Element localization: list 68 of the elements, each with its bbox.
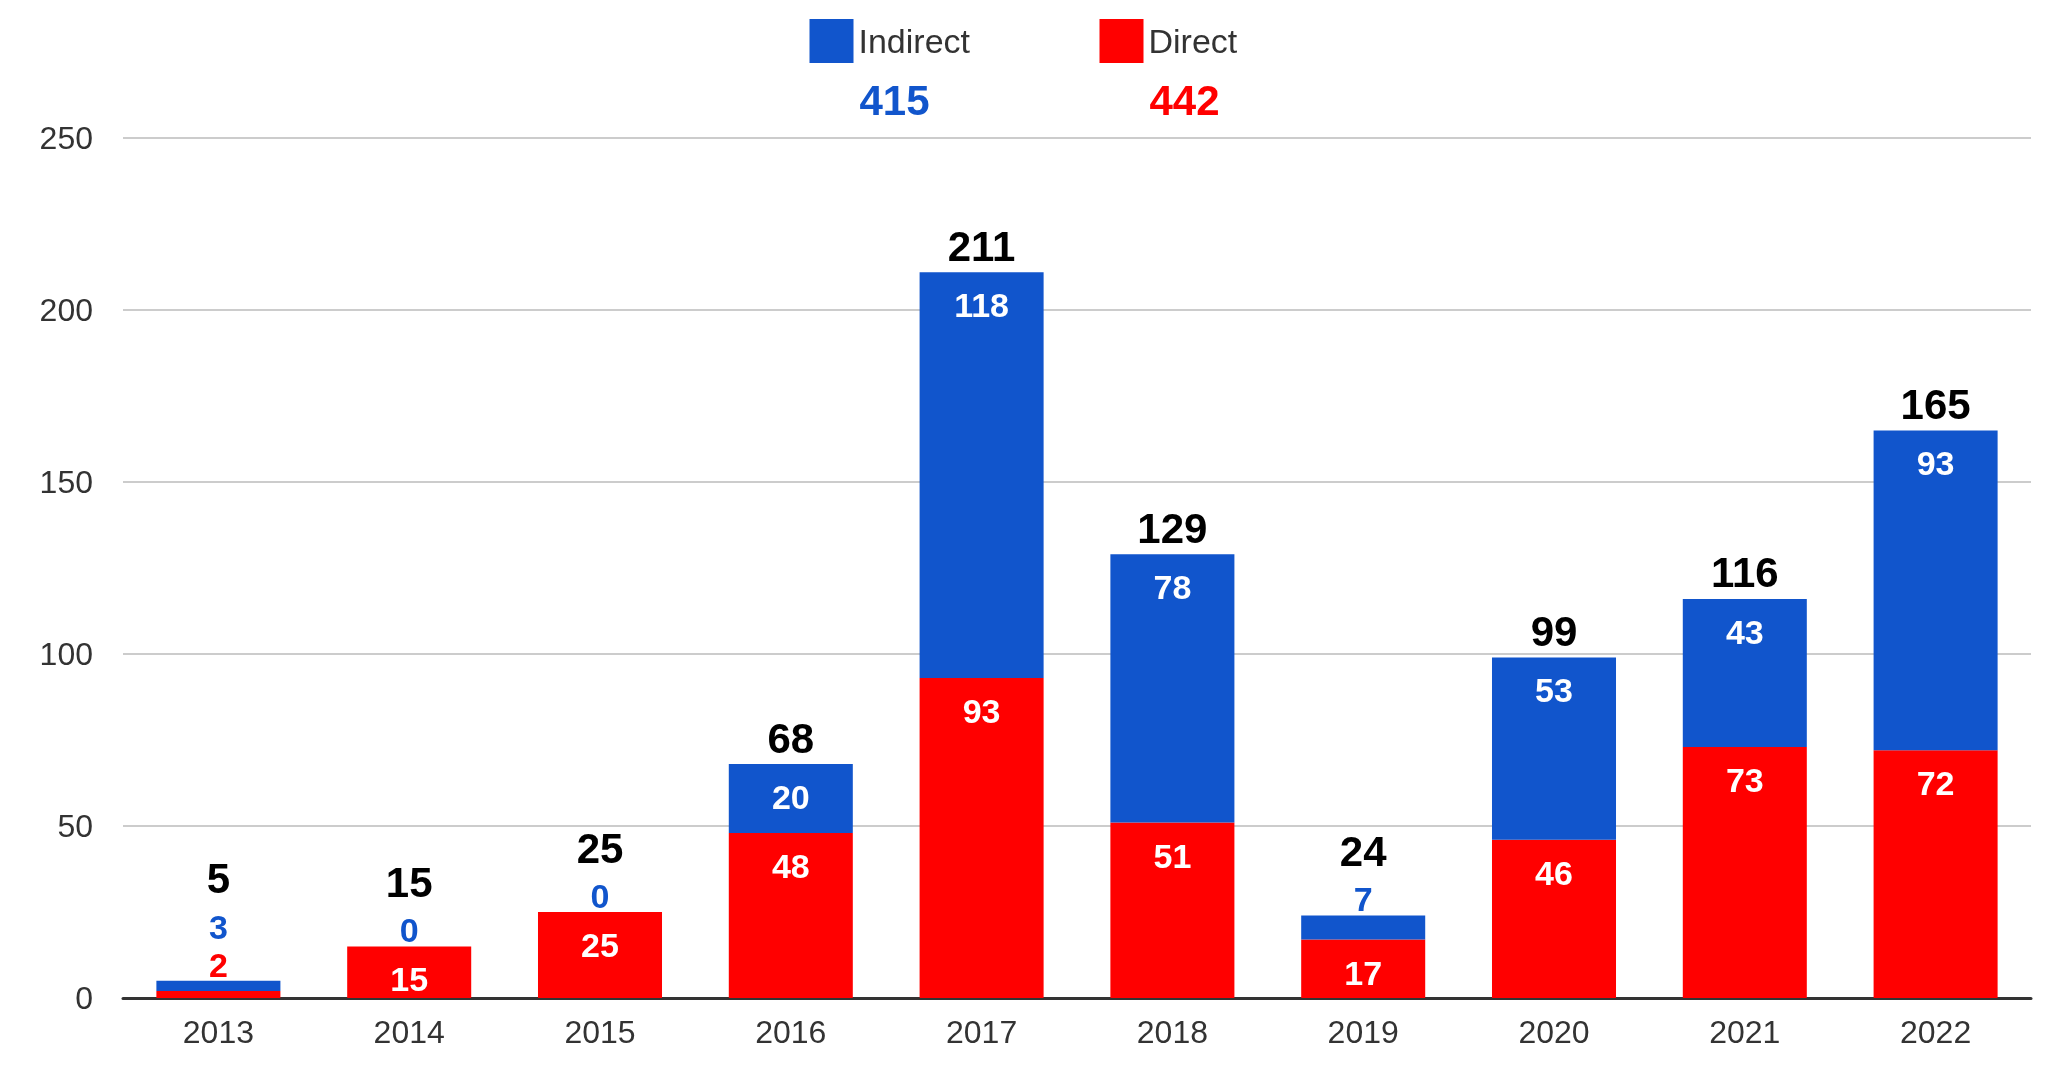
- data-label: 3: [208, 907, 228, 946]
- bar: [1110, 822, 1235, 998]
- x-tick-label: 2015: [564, 1014, 636, 1050]
- data-label: 93: [962, 692, 1001, 731]
- bar: [919, 272, 1044, 679]
- bar: [1682, 598, 1807, 747]
- data-label: 51: [1153, 836, 1192, 875]
- data-label: 93: [1916, 444, 1955, 483]
- data-label: 7: [1353, 880, 1373, 919]
- x-tick-label: 2014: [373, 1014, 445, 1050]
- total-label: 99: [1530, 607, 1578, 655]
- x-tick-label: 2016: [755, 1014, 827, 1050]
- bar: [1873, 430, 1998, 751]
- data-label: 43: [1725, 612, 1764, 651]
- y-tick-label: 250: [39, 120, 93, 156]
- data-label: 78: [1153, 568, 1192, 607]
- x-tick-label: 2017: [946, 1014, 1018, 1050]
- x-tick-label: 2013: [182, 1014, 254, 1050]
- x-tick-label: 2018: [1136, 1014, 1208, 1050]
- bar: [1491, 839, 1617, 998]
- data-label: 2: [208, 945, 228, 984]
- y-tick-label: 150: [39, 464, 93, 500]
- total-label: 5: [206, 855, 231, 903]
- data-label: 118: [954, 286, 1010, 325]
- bar: [728, 764, 853, 833]
- legend-label: Indirect: [858, 22, 971, 60]
- legend-label: Direct: [1148, 22, 1238, 60]
- bar: [537, 912, 663, 998]
- data-label: 72: [1916, 764, 1955, 803]
- total-label: 25: [576, 824, 624, 872]
- total-label: 68: [767, 714, 815, 762]
- data-label: 15: [390, 960, 429, 999]
- bar: [156, 991, 281, 998]
- data-label: 0: [399, 911, 419, 950]
- total-label: 165: [1900, 380, 1971, 428]
- x-tick-label: 2022: [1900, 1014, 1972, 1050]
- total-label: 15: [385, 858, 433, 906]
- bar: [1301, 915, 1426, 940]
- x-tick-label: 2019: [1327, 1014, 1399, 1050]
- total-label: 129: [1137, 504, 1208, 552]
- x-tick-label: 2021: [1709, 1014, 1781, 1050]
- bar: [156, 980, 281, 992]
- data-label: 20: [771, 778, 810, 817]
- total-label: 211: [947, 222, 1016, 270]
- total-label: 24: [1339, 827, 1388, 875]
- bar: [1110, 554, 1235, 823]
- data-label: 17: [1344, 953, 1383, 992]
- total-label: 116: [1710, 549, 1779, 597]
- data-label: 25: [581, 926, 619, 964]
- data-label: 48: [771, 846, 810, 885]
- y-tick-label: 50: [57, 808, 93, 844]
- bar: [1873, 750, 1998, 998]
- bar: [1301, 939, 1426, 998]
- data-label: 46: [1535, 853, 1573, 892]
- data-label: 0: [590, 877, 610, 915]
- bar: [728, 832, 853, 998]
- y-tick-label: 100: [39, 636, 93, 672]
- text: 415: [859, 76, 930, 124]
- x-tick-label: 2020: [1518, 1014, 1590, 1050]
- y-tick-label: 200: [39, 292, 93, 328]
- data-label: 73: [1725, 760, 1764, 799]
- bar: [1682, 746, 1807, 998]
- data-label: 53: [1535, 671, 1573, 710]
- bar: [1491, 657, 1617, 840]
- text: 442: [1149, 76, 1220, 124]
- y-tick-label: 0: [75, 980, 93, 1016]
- bar: [347, 946, 472, 998]
- bar: [919, 678, 1044, 998]
